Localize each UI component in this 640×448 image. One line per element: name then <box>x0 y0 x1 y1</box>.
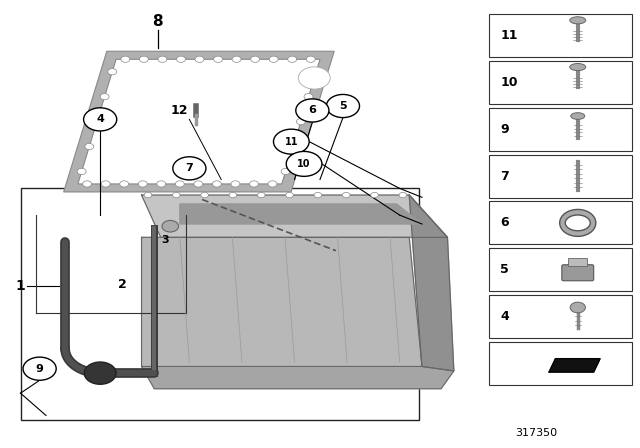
Circle shape <box>173 157 206 180</box>
Text: 5: 5 <box>339 101 347 111</box>
Circle shape <box>120 181 129 187</box>
Text: 317350: 317350 <box>516 428 557 438</box>
FancyBboxPatch shape <box>562 265 594 281</box>
Text: 10: 10 <box>500 76 518 89</box>
Text: 11: 11 <box>285 137 298 146</box>
Polygon shape <box>409 195 454 371</box>
Polygon shape <box>141 366 454 389</box>
Circle shape <box>158 56 167 62</box>
Circle shape <box>570 302 586 313</box>
Bar <box>568 258 588 266</box>
Text: 5: 5 <box>500 263 509 276</box>
Circle shape <box>231 181 240 187</box>
Circle shape <box>269 56 278 62</box>
Text: 9: 9 <box>500 123 509 136</box>
Circle shape <box>399 192 406 198</box>
Text: 4: 4 <box>500 310 509 323</box>
Text: 7: 7 <box>186 164 193 173</box>
Polygon shape <box>141 195 447 237</box>
Circle shape <box>312 69 321 75</box>
Circle shape <box>84 362 116 384</box>
Ellipse shape <box>571 113 585 119</box>
Text: 1: 1 <box>15 280 26 293</box>
Circle shape <box>268 181 277 187</box>
Circle shape <box>108 69 116 75</box>
Circle shape <box>144 192 152 198</box>
Bar <box>489 295 632 338</box>
Circle shape <box>273 129 309 154</box>
Circle shape <box>85 143 94 150</box>
Circle shape <box>93 118 101 125</box>
Bar <box>489 341 632 385</box>
Circle shape <box>194 181 203 187</box>
Circle shape <box>251 56 260 62</box>
Text: 4: 4 <box>96 114 104 125</box>
Circle shape <box>175 181 184 187</box>
Circle shape <box>314 192 322 198</box>
Circle shape <box>250 181 259 187</box>
Circle shape <box>281 168 290 175</box>
Circle shape <box>229 192 237 198</box>
Text: 8: 8 <box>152 14 163 29</box>
Circle shape <box>101 181 110 187</box>
Text: 10: 10 <box>298 159 311 169</box>
Text: 7: 7 <box>500 170 509 183</box>
Ellipse shape <box>570 64 586 71</box>
Circle shape <box>307 56 315 62</box>
Circle shape <box>285 192 293 198</box>
Circle shape <box>342 192 350 198</box>
Text: 3: 3 <box>161 235 169 245</box>
Bar <box>489 61 632 104</box>
Text: 9: 9 <box>36 364 44 374</box>
Text: 6: 6 <box>308 105 316 116</box>
Text: 2: 2 <box>118 278 127 291</box>
PathPatch shape <box>63 51 334 192</box>
Circle shape <box>138 181 147 187</box>
Circle shape <box>296 118 305 125</box>
Circle shape <box>157 181 166 187</box>
Circle shape <box>195 56 204 62</box>
Bar <box>489 155 632 198</box>
Circle shape <box>83 181 92 187</box>
Ellipse shape <box>570 17 586 24</box>
Circle shape <box>77 168 86 175</box>
Bar <box>489 201 632 245</box>
Circle shape <box>289 143 298 150</box>
Circle shape <box>257 192 265 198</box>
Bar <box>489 248 632 291</box>
Circle shape <box>162 220 179 232</box>
Bar <box>489 14 632 57</box>
Circle shape <box>288 56 297 62</box>
Circle shape <box>296 99 329 122</box>
Text: 6: 6 <box>500 216 509 229</box>
Circle shape <box>214 56 223 62</box>
Circle shape <box>304 94 313 100</box>
Circle shape <box>326 95 360 117</box>
Text: 11: 11 <box>500 30 518 43</box>
Circle shape <box>140 56 148 62</box>
Circle shape <box>212 181 221 187</box>
Circle shape <box>172 192 180 198</box>
Polygon shape <box>180 204 422 224</box>
Circle shape <box>100 94 109 100</box>
Text: 12: 12 <box>171 104 189 117</box>
Circle shape <box>371 192 378 198</box>
Bar <box>20 188 419 420</box>
Circle shape <box>177 56 186 62</box>
Bar <box>489 108 632 151</box>
Circle shape <box>23 357 56 380</box>
Polygon shape <box>141 237 422 366</box>
Circle shape <box>201 192 209 198</box>
Circle shape <box>232 56 241 62</box>
Circle shape <box>298 67 330 89</box>
Polygon shape <box>549 359 600 372</box>
Circle shape <box>84 108 116 131</box>
Circle shape <box>121 56 130 62</box>
Circle shape <box>286 151 322 177</box>
